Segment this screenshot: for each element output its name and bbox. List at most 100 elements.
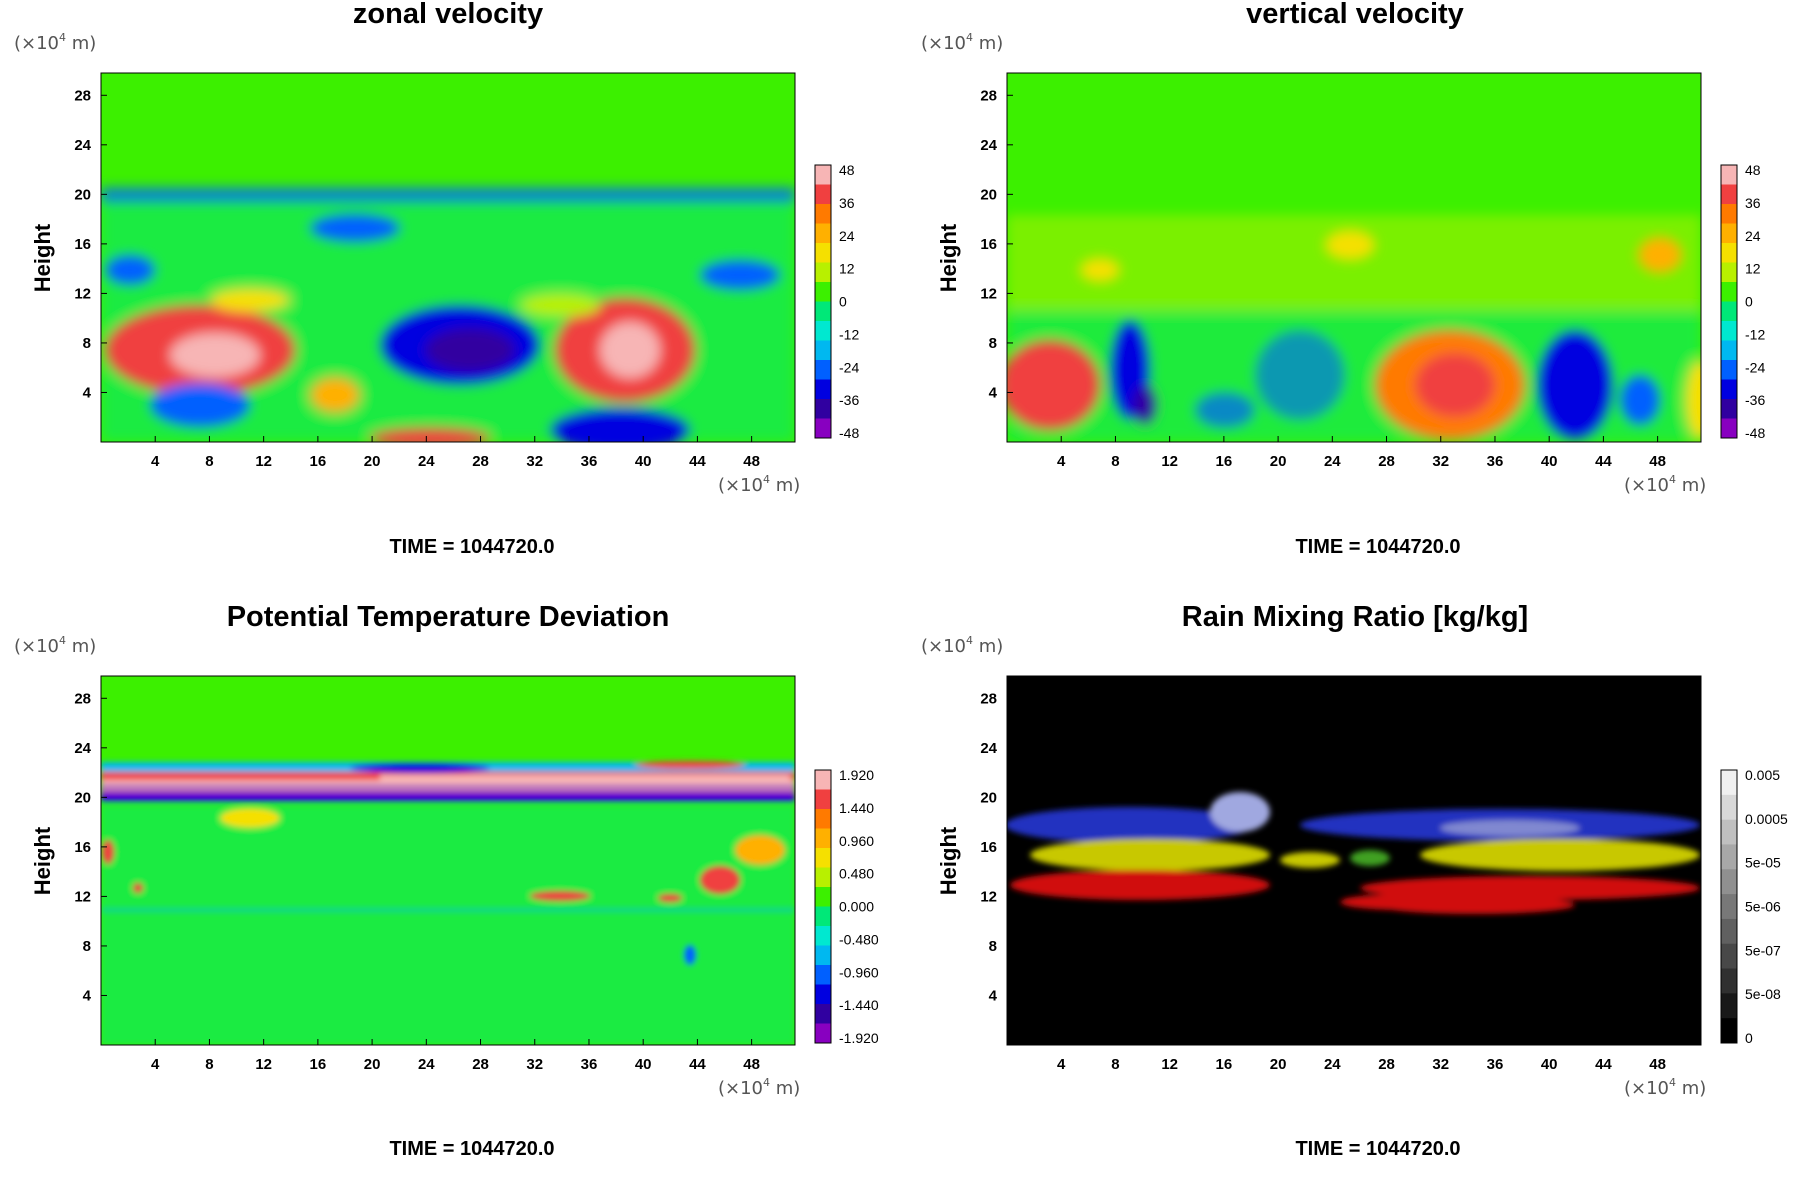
y-tick-label: 20 xyxy=(980,789,997,806)
panel-title: zonal velocity xyxy=(353,0,543,30)
x-unit-label: (×104 m) xyxy=(1624,1076,1706,1099)
y-ticks: 4 8 12 16 20 24 28 xyxy=(980,690,1013,1004)
colorbar-label: 0.005 xyxy=(1745,767,1780,783)
colorbar-swatch xyxy=(815,770,831,790)
colorbar-swatch xyxy=(1721,321,1737,341)
y-tick-label: 28 xyxy=(74,690,91,707)
time-label: TIME = 1044720.0 xyxy=(1295,1138,1460,1160)
colorbar-label: -0.960 xyxy=(839,964,879,980)
colorbar-swatch xyxy=(1721,399,1737,419)
x-tick-label: 44 xyxy=(689,453,706,470)
y-tick-label: 4 xyxy=(989,384,998,401)
colorbar-label: 12 xyxy=(1745,261,1761,277)
colorbar-label: 48 xyxy=(839,162,855,178)
plot-frame xyxy=(100,72,796,443)
x-tick-label: 32 xyxy=(526,1056,543,1073)
colorbar-swatch xyxy=(1721,770,1737,796)
x-tick-label: 48 xyxy=(743,453,760,470)
x-ticks: 4 8 12 16 20 24 28 32 36 40 44 48 xyxy=(1057,1039,1666,1073)
colorbar-label: -24 xyxy=(839,359,859,375)
y-tick-label: 4 xyxy=(83,987,92,1004)
x-tick-label: 20 xyxy=(364,1056,381,1073)
time-label: TIME = 1044720.0 xyxy=(1295,536,1460,558)
x-tick-label: 4 xyxy=(1057,1056,1066,1073)
y-tick-label: 4 xyxy=(83,384,92,401)
y-axis-label: Height xyxy=(30,826,55,895)
colorbar-label: 1.440 xyxy=(839,800,874,816)
y-unit-label: (×104 m) xyxy=(921,634,1003,657)
y-tick-label: 16 xyxy=(980,236,997,253)
x-tick-label: 40 xyxy=(635,453,652,470)
x-ticks: 4 8 12 16 20 24 28 32 36 40 44 48 xyxy=(1057,436,1666,470)
colorbar-frame xyxy=(1720,164,1738,439)
colorbar: 48 36 24 12 0 -12 -24 -36 -48 xyxy=(814,162,859,441)
x-tick-label: 24 xyxy=(1324,1056,1341,1073)
plot-area xyxy=(101,676,795,1045)
colorbar-label: -48 xyxy=(1745,425,1765,441)
colorbar-swatch xyxy=(1721,204,1737,224)
x-tick-label: 32 xyxy=(526,453,543,470)
colorbar-label: 12 xyxy=(839,261,855,277)
x-tick-label: 40 xyxy=(1541,1056,1558,1073)
x-tick-label: 8 xyxy=(205,1056,213,1073)
colorbar-swatch xyxy=(815,828,831,849)
colorbar-label: -12 xyxy=(1745,326,1765,342)
colorbar-swatch xyxy=(1721,223,1737,244)
colorbar: 1.920 1.440 0.960 0.480 0.000 -0.480 -0.960 -1.… xyxy=(814,767,879,1046)
colorbar-swatch xyxy=(1721,918,1737,945)
y-tick-label: 28 xyxy=(980,87,997,104)
y-tick-label: 20 xyxy=(74,186,91,203)
colorbar: 0.005 0.0005 5e-05 5e-06 5e-07 5e-08 0 xyxy=(1720,767,1788,1046)
y-axis-label: Height xyxy=(30,223,55,292)
y-tick-label: 12 xyxy=(74,888,91,905)
x-tick-label: 24 xyxy=(418,453,435,470)
plot-frame xyxy=(1006,675,1702,1046)
plot-frame xyxy=(1006,72,1702,443)
colorbar-label: 5e-07 xyxy=(1745,942,1781,958)
y-unit-label: (×104 m) xyxy=(14,31,96,54)
colorbar-swatch xyxy=(815,379,831,400)
panel-title: Rain Mixing Ratio [kg/kg] xyxy=(1182,601,1528,633)
colorbar-swatch xyxy=(815,984,831,1005)
y-tick-label: 4 xyxy=(989,987,998,1004)
x-tick-label: 28 xyxy=(1378,1056,1395,1073)
colorbar-swatch xyxy=(1721,301,1737,322)
colorbar-swatch xyxy=(815,399,831,419)
colorbar-swatch xyxy=(1721,379,1737,400)
colorbar-swatch xyxy=(815,867,831,888)
colorbar-swatch xyxy=(1721,968,1737,994)
colorbar-swatch xyxy=(815,1023,831,1044)
x-tick-label: 4 xyxy=(1057,453,1066,470)
x-tick-label: 24 xyxy=(418,1056,435,1073)
x-tick-label: 20 xyxy=(1270,453,1287,470)
x-tick-label: 16 xyxy=(310,1056,327,1073)
colorbar-label: -12 xyxy=(839,326,859,342)
x-ticks: 4 8 12 16 20 24 28 32 36 40 44 48 xyxy=(151,436,760,470)
x-unit-label: (×104 m) xyxy=(718,1076,800,1099)
y-tick-label: 24 xyxy=(980,137,997,154)
panel-rain-mixing-ratio: Rain Mixing Ratio [kg/kg] (×104 m) Heigh… xyxy=(921,601,1788,1160)
colorbar-swatch xyxy=(815,282,831,302)
colorbar-frame xyxy=(1720,769,1738,1044)
colorbar-swatch xyxy=(815,165,831,185)
colorbar-label: 48 xyxy=(1745,162,1761,178)
x-tick-label: 8 xyxy=(1111,1056,1119,1073)
x-unit-label: (×104 m) xyxy=(1624,473,1706,496)
colorbar-swatch xyxy=(1721,844,1737,870)
colorbar-swatch xyxy=(1721,165,1737,185)
time-label: TIME = 1044720.0 xyxy=(389,1138,554,1160)
x-tick-label: 44 xyxy=(1595,1056,1612,1073)
colorbar-label: -1.920 xyxy=(839,1030,879,1046)
x-tick-label: 20 xyxy=(1270,1056,1287,1073)
colorbar-swatch xyxy=(1721,282,1737,302)
y-unit-label: (×104 m) xyxy=(14,634,96,657)
y-axis-label: Height xyxy=(936,826,961,895)
colorbar-label: 5e-08 xyxy=(1745,986,1781,1002)
colorbar-swatch xyxy=(815,204,831,224)
colorbar-swatch xyxy=(1721,1018,1737,1044)
panel-potential-temperature: Potential Temperature Deviation (×104 m) xyxy=(14,601,879,1160)
colorbar-label: -36 xyxy=(839,392,859,408)
colorbar-label: 0 xyxy=(1745,294,1753,310)
y-tick-label: 20 xyxy=(74,789,91,806)
colorbar-swatch xyxy=(815,223,831,244)
